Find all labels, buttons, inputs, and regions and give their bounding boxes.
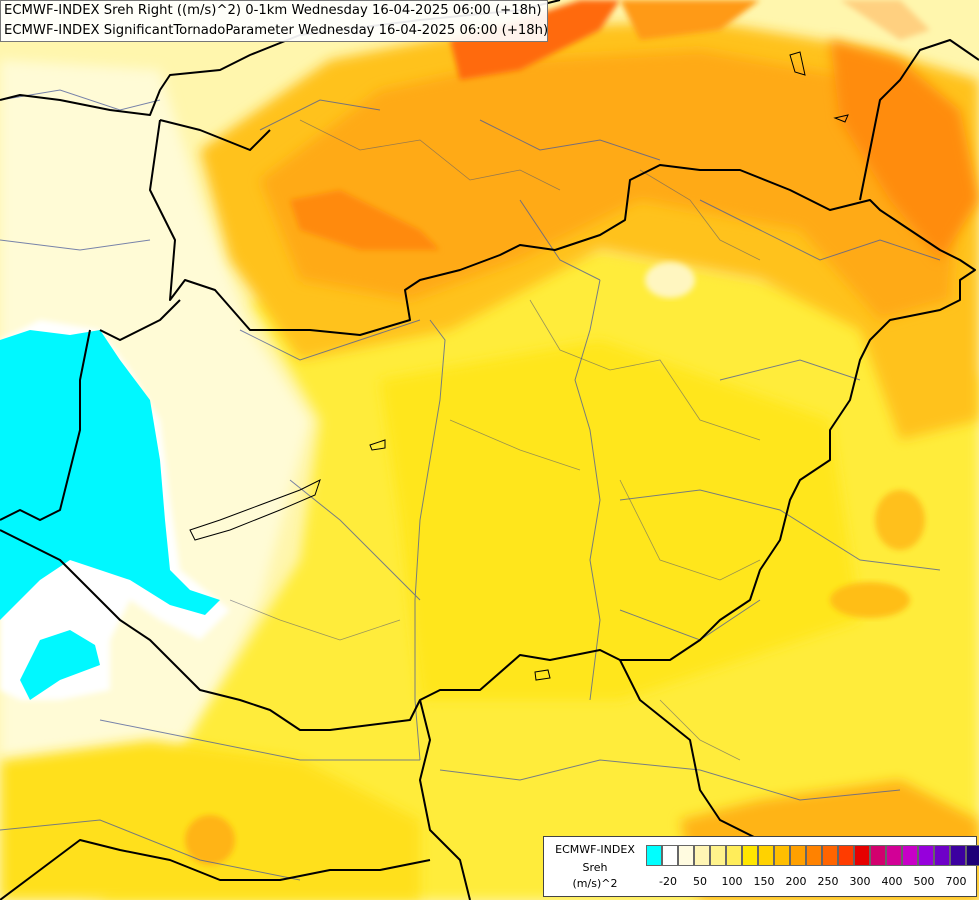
legend-swatch (870, 845, 886, 866)
legend-swatch (710, 845, 726, 866)
dark-orange-patch-west (290, 190, 440, 250)
region-borders (229, 119, 761, 761)
legend-swatch (854, 845, 870, 866)
small-lake (369, 439, 386, 451)
rivers (0, 89, 941, 881)
color-legend: ECMWF-INDEX Sreh (m/s)^2 -20 50 100 150 200 2… (543, 836, 979, 897)
title-line-1: ECMWF-INDEX Sreh Right ((m/s)^2) 0-1km W… (4, 3, 542, 18)
legend-unit: (m/s)^2 (572, 877, 618, 890)
small-outline-ne-2 (833, 114, 849, 123)
cyan-area (0, 330, 220, 620)
legend-swatch (966, 845, 979, 866)
legend-swatch (886, 845, 902, 866)
legend-tick-label: 100 (721, 875, 743, 888)
orange-spot-e (875, 490, 925, 550)
legend-tick-label: 700 (945, 875, 967, 888)
legend-tick-label: 300 (849, 875, 871, 888)
legend-swatch (742, 845, 758, 866)
orange-north-core (260, 50, 960, 320)
legend-swatch (662, 845, 678, 866)
legend-model: ECMWF-INDEX (555, 843, 635, 856)
legend-swatch (918, 845, 934, 866)
title-line-2: ECMWF-INDEX SignificantTornadoParameter … (4, 23, 548, 38)
legend-tick-label: 200 (785, 875, 807, 888)
legend-swatch (774, 845, 790, 866)
legend-variable: Sreh (582, 861, 608, 874)
yellow-core (380, 340, 860, 700)
legend-swatch (838, 845, 854, 866)
legend-tick-label: 250 (817, 875, 839, 888)
pale-patch-top-right (840, 0, 930, 40)
legend-tick-label: 150 (753, 875, 775, 888)
cyan-area-small (20, 630, 100, 700)
legend-swatch (806, 845, 822, 866)
legend-swatch (758, 845, 774, 866)
legend-swatch (726, 845, 742, 866)
lake-outline (189, 479, 321, 541)
legend-swatch (902, 845, 918, 866)
dark-orange-patch-east (830, 40, 979, 260)
pale-spot (645, 262, 695, 298)
legend-swatch (678, 845, 694, 866)
legend-swatch (646, 845, 662, 866)
map-title-box: ECMWF-INDEX Sreh Right ((m/s)^2) 0-1km W… (0, 0, 548, 42)
legend-swatch (822, 845, 838, 866)
orange-spot-se (830, 582, 910, 618)
legend-swatch (790, 845, 806, 866)
orange-spot-sw (185, 815, 235, 865)
legend-tick-label: -20 (659, 875, 677, 888)
legend-swatch (934, 845, 950, 866)
orange-patch-top (620, 0, 760, 40)
legend-swatch (950, 845, 966, 866)
legend-tick-label: 400 (881, 875, 903, 888)
small-outline-ne (789, 51, 806, 76)
small-outline-south (534, 669, 551, 681)
legend-tick-label: 500 (913, 875, 935, 888)
legend-swatch (694, 845, 710, 866)
legend-tick-label: 50 (693, 875, 707, 888)
